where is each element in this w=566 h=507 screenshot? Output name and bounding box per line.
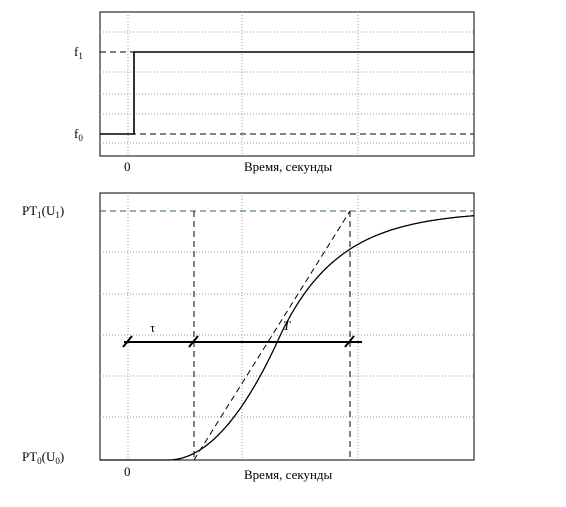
response-curve — [100, 215, 475, 461]
bottom-x-axis-title: Время, секунды — [244, 467, 333, 482]
bottom-x-tick-0: 0 — [124, 464, 131, 479]
tau-label: τ — [150, 320, 155, 335]
top-label-f1: f1 — [74, 44, 83, 61]
tick-start — [122, 335, 133, 348]
T-label: T — [283, 318, 291, 333]
top-step-series — [100, 51, 474, 135]
top-x-tick-0: 0 — [124, 159, 131, 174]
top-label-f0: f0 — [74, 126, 83, 143]
bottom-label-top: PT1(U1) — [22, 203, 64, 220]
bottom-label-bottom: PT0(U0) — [22, 449, 64, 466]
tangent-line — [193, 210, 351, 461]
top-grid — [100, 12, 474, 156]
bottom-grid — [100, 193, 474, 460]
tick-tau — [188, 335, 199, 348]
top-plot-frame — [99, 11, 475, 157]
tick-T — [344, 335, 355, 348]
top-x-axis-title: Время, секунды — [244, 159, 333, 174]
top-chart: f1 f0 0 Время, секунды — [74, 11, 475, 174]
bottom-plot-frame — [99, 192, 475, 461]
bottom-chart: τ T PT1(U1) PT0(U0) 0 Время, секунды — [22, 192, 475, 482]
